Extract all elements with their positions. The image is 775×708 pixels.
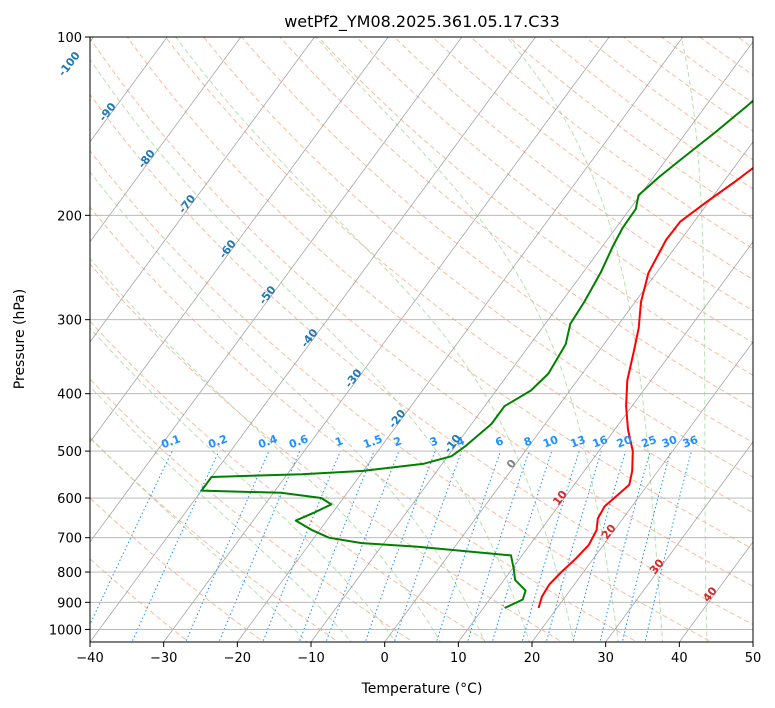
isotherm-line bbox=[90, 37, 463, 543]
isotherm-line bbox=[163, 37, 610, 642]
mixing-ratio-label: 8 bbox=[522, 434, 534, 449]
dry-adiabat bbox=[202, 37, 753, 478]
mixing-ratio-line bbox=[90, 450, 173, 626]
isotherm-line bbox=[90, 37, 315, 343]
mixing-ratio-label: 1 bbox=[333, 434, 345, 449]
plot-frame bbox=[89, 36, 754, 643]
mixing-ratio-line bbox=[218, 450, 301, 642]
dewpoint-profile bbox=[200, 99, 753, 609]
y-axis-label: Pressure (hPa) bbox=[12, 289, 28, 389]
mixing-ratio-label: 3 bbox=[428, 434, 440, 449]
x-axis-label: Temperature (°C) bbox=[361, 681, 483, 697]
x-tick-label: −20 bbox=[224, 651, 251, 666]
dry-adiabat bbox=[393, 37, 753, 312]
isotherm-line bbox=[90, 37, 168, 143]
isotherm-line bbox=[90, 37, 242, 243]
isotherm-line bbox=[310, 41, 753, 642]
x-tick-label: 20 bbox=[524, 651, 541, 666]
mixing-ratio-line bbox=[599, 450, 651, 642]
mixing-ratio-line bbox=[521, 450, 580, 642]
y-tick-label: 800 bbox=[57, 566, 82, 581]
mixing-ratio-label: 10 bbox=[541, 433, 560, 451]
mixing-ratio-line bbox=[545, 450, 602, 642]
x-tick-label: 40 bbox=[671, 651, 688, 666]
isotherm-line bbox=[458, 241, 753, 642]
isotherm-line bbox=[531, 341, 753, 642]
moist-adiabat bbox=[90, 171, 486, 642]
mixing-ratio-label: 0.2 bbox=[206, 432, 229, 451]
y-axis: 100 200 300 400 500 600 700 800 900 1000 bbox=[49, 31, 90, 638]
mixing-ratio-line bbox=[364, 450, 436, 642]
dry-adiabat bbox=[90, 320, 489, 642]
mixing-ratio-label: 16 bbox=[591, 433, 610, 451]
y-tick-label: 900 bbox=[57, 596, 82, 611]
mixing-ratio-label: 6 bbox=[494, 434, 506, 449]
x-axis: −40 −30 −20 −10 0 10 20 30 40 50 bbox=[76, 642, 761, 666]
y-tick-label: 1000 bbox=[49, 623, 82, 638]
mixing-ratio-line bbox=[435, 450, 502, 642]
y-tick-label: 400 bbox=[57, 388, 82, 403]
x-tick-label: −10 bbox=[297, 651, 324, 666]
y-tick-label: 700 bbox=[57, 532, 82, 547]
isotherm-line bbox=[384, 141, 753, 642]
x-tick-label: −40 bbox=[76, 651, 103, 666]
mixing-ratio-line bbox=[491, 450, 553, 642]
temperature-profile bbox=[537, 166, 753, 609]
mixing-ratio-line bbox=[621, 450, 672, 642]
x-tick-label: 30 bbox=[597, 651, 614, 666]
mixing-ratio-label: 0.6 bbox=[287, 432, 310, 451]
dry-adiabat bbox=[90, 37, 753, 587]
mixing-ratio-label: 13 bbox=[569, 433, 588, 450]
isotherm-line bbox=[237, 37, 684, 642]
mixing-ratio-label: 1.5 bbox=[362, 432, 385, 451]
mixing-ratio-label: 0.1 bbox=[160, 432, 183, 451]
isotherm-line bbox=[90, 37, 536, 642]
y-tick-label: 200 bbox=[57, 209, 82, 224]
mixing-ratio-label: 36 bbox=[681, 433, 700, 451]
mixing-ratio-line bbox=[572, 450, 626, 642]
mixing-ratio-label: 0.4 bbox=[256, 432, 279, 451]
grid-lines bbox=[90, 37, 753, 642]
mixing-ratio-label: 4 bbox=[455, 434, 467, 449]
x-tick-label: 10 bbox=[450, 651, 467, 666]
isotherm-line bbox=[605, 441, 753, 642]
moist-adiabat bbox=[90, 327, 397, 642]
profile-series bbox=[200, 99, 753, 609]
mixing-ratio-label: 20 bbox=[615, 433, 634, 451]
dry-adiabat bbox=[317, 37, 753, 376]
mixing-ratio-line bbox=[393, 450, 463, 642]
x-tick-label: −30 bbox=[150, 651, 177, 666]
y-tick-label: 500 bbox=[57, 445, 82, 460]
x-tick-label: 0 bbox=[381, 651, 389, 666]
x-tick-label: 50 bbox=[745, 651, 762, 666]
isotherm-line bbox=[90, 37, 389, 443]
mixing-ratio-line bbox=[644, 450, 692, 642]
line-labels: 0.1 0.2 0.4 0.6 1 1.5 2 3 4 6 8 10 13 16 20 25 30 36-100-… bbox=[56, 49, 720, 605]
mixing-ratio-label: 2 bbox=[392, 434, 404, 449]
y-tick-label: 600 bbox=[57, 492, 82, 507]
mixing-ratio-line bbox=[325, 450, 400, 642]
chart-title: wetPf2_YM08.2025.361.05.17.C33 bbox=[284, 12, 560, 32]
y-tick-label: 300 bbox=[57, 314, 82, 329]
mixing-ratio-line bbox=[298, 450, 375, 642]
dry-adiabat bbox=[164, 37, 753, 514]
dry-adiabat bbox=[90, 150, 713, 642]
mixing-ratio-label: 25 bbox=[640, 433, 659, 450]
y-tick-label: 100 bbox=[57, 31, 82, 46]
mixing-ratio-label: 30 bbox=[660, 433, 679, 451]
